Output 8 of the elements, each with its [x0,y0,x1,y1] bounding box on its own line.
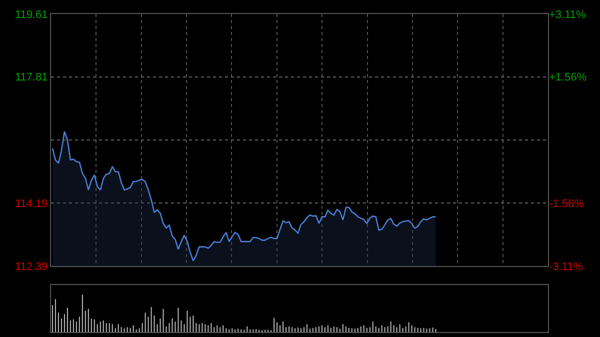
y2-tick-label: -1.56% [549,198,584,210]
y2-tick-label: -3.11% [549,260,584,273]
y2-tick-label: +1.56% [549,72,587,84]
y-tick-label: 114.19 [14,198,48,210]
y-tick-label: 119.61 [14,8,48,21]
y-tick-label: 112.39 [14,260,48,273]
y2-tick-label: +3.11% [549,8,586,21]
y-tick-label: 117.81 [14,72,48,84]
